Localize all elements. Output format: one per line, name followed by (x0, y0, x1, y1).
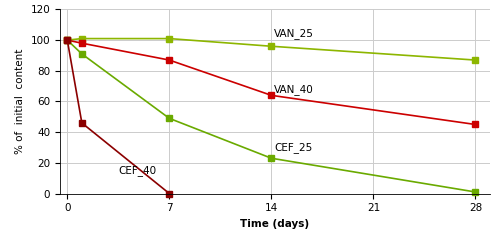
Y-axis label: % of  initial  content: % of initial content (15, 49, 25, 154)
Text: CEF_40: CEF_40 (118, 165, 156, 176)
X-axis label: Time (days): Time (days) (240, 219, 310, 229)
Text: VAN_40: VAN_40 (274, 84, 314, 95)
Text: VAN_25: VAN_25 (274, 29, 314, 39)
Text: CEF_25: CEF_25 (274, 142, 312, 153)
